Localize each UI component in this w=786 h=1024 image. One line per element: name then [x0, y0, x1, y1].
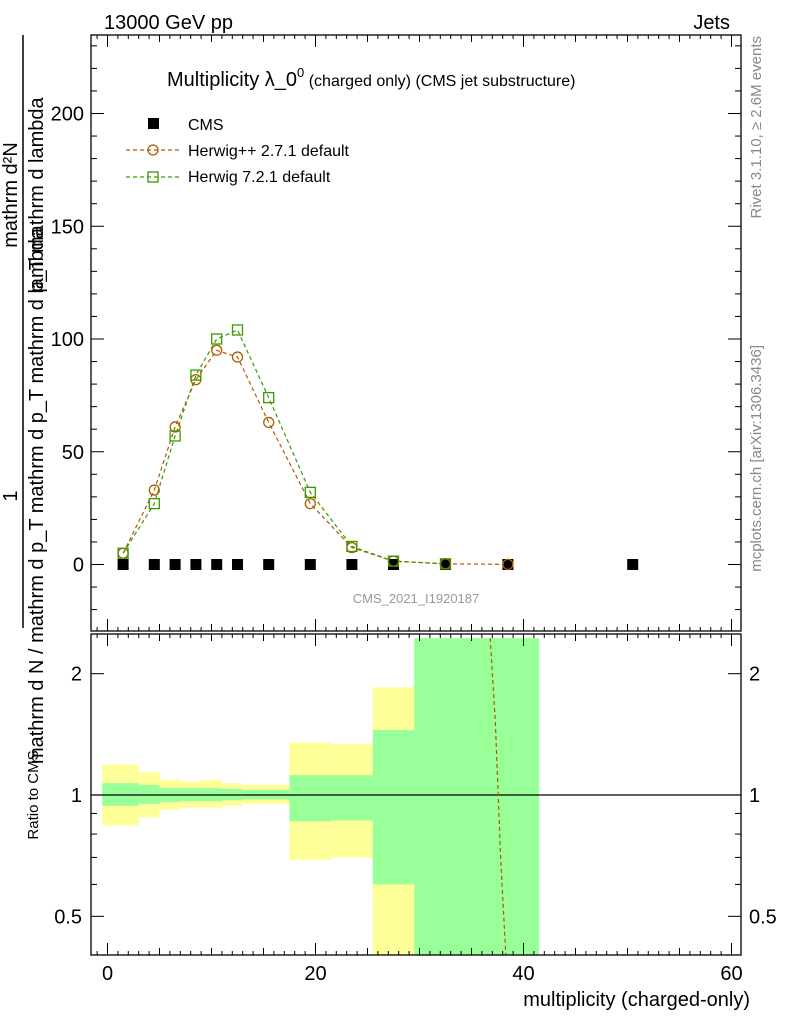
cms-point — [190, 559, 202, 570]
ratio-band-stat-1 — [138, 784, 160, 804]
x-axis-label: multiplicity (charged-only) — [523, 989, 750, 1011]
ratio-band-stat-9 — [372, 729, 415, 885]
legend-cms-marker — [148, 118, 159, 129]
plot-title-paren: (charged only) (CMS jet substructure) — [304, 73, 575, 90]
y-tick-label-2: 100 — [51, 329, 84, 351]
x-tick-label-0: 0 — [102, 963, 113, 985]
ratio-y-tick-label-left-0: 0.5 — [54, 906, 82, 928]
y-tick-label-0: 0 — [73, 555, 84, 577]
herwigpp-point — [231, 351, 244, 363]
herwig7-point — [231, 324, 244, 336]
cms-point — [502, 559, 514, 570]
herwigpp-point — [148, 484, 160, 496]
series-line-1 — [122, 349, 508, 565]
ylabel-denominator-top: p_T mathrm d lambda — [26, 96, 48, 292]
cms-point — [346, 559, 358, 570]
herwig7-point — [148, 497, 160, 510]
header-left: 13000 GeV pp — [104, 12, 233, 34]
ratio-band-stat-7 — [289, 775, 332, 822]
ylabel-numerator: mathrm d²N — [0, 142, 22, 248]
ratio-plot: 0 20 40 60 0.5 0.5 1 1 2 2 — [54, 633, 777, 985]
ratio-ylabel: Ratio to CMS — [25, 750, 42, 839]
cms-point — [627, 559, 639, 570]
herwigpp-point — [263, 416, 275, 429]
cms-point — [148, 559, 160, 570]
cms-point — [232, 559, 243, 570]
cms-point — [117, 559, 129, 570]
legend-herwig7-marker — [147, 171, 159, 183]
herwigpp-point — [211, 344, 223, 356]
y-tick-label-3: 150 — [51, 216, 84, 238]
ratio-y-tick-label-right-0: 0.5 — [749, 906, 777, 928]
rivet-label: Rivet 3.1.10, ≥ 2.6M events — [748, 36, 765, 219]
legend-cms-label: CMS — [188, 117, 224, 134]
herwig7-point — [387, 555, 400, 567]
watermark: CMS_2021_I1920187 — [353, 591, 480, 606]
ylabel-one: 1 — [0, 490, 22, 501]
legend-herwig7-label: Herwig 7.2.1 default — [188, 169, 331, 186]
ratio-band-stat-8 — [331, 775, 373, 821]
plot-title: Multiplicity λ_00 (charged only) (CMS je… — [167, 65, 575, 91]
herwig7-point — [211, 333, 223, 345]
cms-point — [304, 559, 316, 570]
plot-title-sup: 0 — [297, 65, 304, 80]
ylabel-denominator: mathrm d N / mathrm d p_T mathrm d p_T m… — [26, 227, 48, 764]
series-line-2 — [122, 329, 446, 565]
main-ylabel: 1 mathrm d N / mathrm d p_T mathrm d p_T… — [0, 35, 48, 764]
cms-point — [211, 559, 223, 570]
plot-title-main: Multiplicity λ_0 — [167, 69, 297, 91]
herwigpp-point — [304, 497, 316, 510]
x-tick-label-1: 20 — [304, 963, 326, 985]
x-tick-label-3: 60 — [720, 963, 742, 985]
main-frame — [90, 34, 742, 632]
cms-point — [169, 559, 181, 570]
legend-herwigpp-marker — [147, 144, 159, 156]
mcplots-label: mcplots.cern.ch [arXiv:1306.3436] — [748, 345, 765, 572]
x-tick-label-2: 40 — [512, 963, 534, 985]
herwig7-point — [346, 540, 358, 553]
herwigpp-point — [169, 421, 181, 433]
herwigpp-point — [502, 558, 514, 571]
y-tick-label-1: 50 — [62, 442, 84, 464]
legend: CMS Herwig++ 2.7.1 default Herwig 7.2.1 … — [126, 117, 350, 186]
ratio-line-herwigpp — [489, 638, 507, 956]
header-right: Jets — [693, 12, 730, 34]
herwig7-point — [439, 558, 452, 570]
herwig7-point — [263, 391, 275, 404]
legend-herwigpp-label: Herwig++ 2.7.1 default — [188, 143, 350, 160]
ratio-y-tick-label-right-1: 1 — [749, 785, 760, 807]
cms-point — [388, 559, 399, 570]
cms-point — [263, 559, 275, 570]
ratio-band-stat-10 — [414, 638, 540, 955]
herwig7-point — [169, 430, 181, 442]
ratio-y-tick-label-right-2: 2 — [749, 664, 760, 686]
ratio-y-tick-label-left-1: 1 — [71, 785, 82, 807]
main-plot: 0 50 100 150 200 — [51, 34, 742, 632]
ratio-y-tick-label-left-2: 2 — [71, 664, 82, 686]
herwig7-point — [190, 369, 202, 381]
herwig7-point — [117, 547, 129, 559]
herwig7-point — [304, 486, 316, 498]
y-tick-label-4: 200 — [51, 104, 84, 126]
cms-point — [440, 559, 451, 570]
